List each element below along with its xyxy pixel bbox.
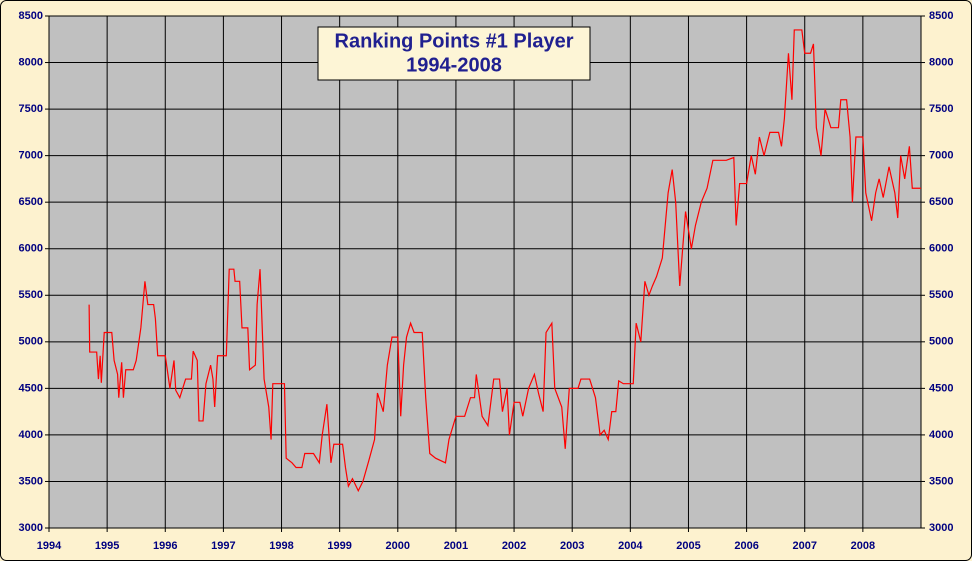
x-tick-label: 1998 [269,540,293,552]
y2-tick-label: 4000 [929,429,953,441]
y-tick-label: 4500 [19,382,43,394]
y2-tick-label: 6500 [929,196,953,208]
x-tick-label: 2003 [560,540,584,552]
y2-tick-label: 8500 [929,10,953,22]
y-tick-label: 3000 [19,522,43,534]
y-tick-label: 4000 [19,429,43,441]
x-tick-label: 1997 [211,540,235,552]
y2-tick-label: 3500 [929,475,953,487]
y-tick-label: 3500 [19,475,43,487]
x-tick-label: 2005 [676,540,700,552]
x-tick-label: 2004 [618,540,643,552]
y-tick-label: 8000 [19,56,43,68]
y2-tick-label: 5500 [929,289,953,301]
title-box [317,26,591,81]
y-tick-label: 7500 [19,103,43,115]
y-tick-label: 8500 [19,10,43,22]
chart-subtitle: 1994-2008 [406,54,502,76]
x-tick-label: 1996 [153,540,177,552]
plot-background [49,16,921,528]
y-tick-label: 6000 [19,243,43,255]
y2-tick-label: 7500 [929,103,953,115]
y2-tick-label: 7000 [929,150,953,162]
x-tick-label: 2001 [444,540,468,552]
y2-tick-label: 3000 [929,522,953,534]
x-tick-label: 1999 [327,540,351,552]
chart-title: Ranking Points #1 Player [335,30,574,52]
x-tick-label: 2000 [386,540,410,552]
x-tick-label: 2007 [792,540,816,552]
y-tick-label: 7000 [19,150,43,162]
x-tick-label: 2002 [502,540,526,552]
plot-border [48,15,922,529]
y2-tick-label: 8000 [929,56,953,68]
y-tick-label: 5500 [19,289,43,301]
x-tick-label: 2008 [851,540,875,552]
x-tick-label: 1995 [95,540,119,552]
y2-tick-label: 5000 [929,336,953,348]
y-tick-label: 5000 [19,336,43,348]
y2-tick-label: 4500 [929,382,953,394]
x-tick-label: 1994 [37,540,62,552]
y2-tick-label: 6000 [929,243,953,255]
x-tick-label: 2006 [734,540,758,552]
y-tick-label: 6500 [19,196,43,208]
data-line [88,29,921,493]
